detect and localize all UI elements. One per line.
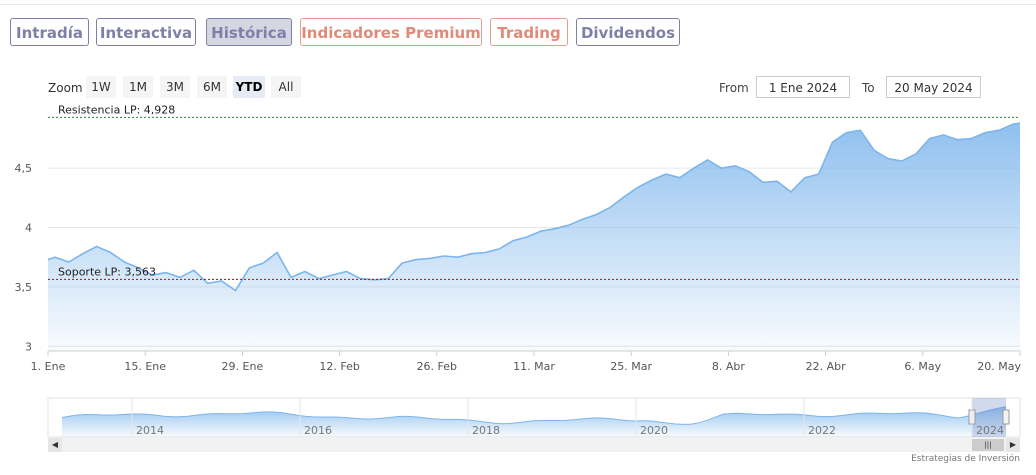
zoom-button-1w[interactable]: 1W (86, 76, 116, 98)
x-tick-label: 12. Feb (319, 360, 359, 373)
tab-indicadores-premium[interactable]: Indicadores Premium (300, 18, 482, 46)
to-date-input[interactable]: 20 May 2024 (886, 76, 981, 98)
scroll-left-arrow[interactable]: ◀ (48, 438, 62, 452)
resistance-label: Resistencia LP: 4,928 (58, 103, 175, 116)
tab-historica[interactable]: Histórica (206, 18, 292, 46)
price-line (47, 122, 1021, 292)
tab-intradia[interactable]: Intradía (10, 18, 89, 46)
navigator-year-label: 2014 (136, 424, 164, 437)
price-area (48, 123, 1020, 351)
x-tick-label: 26. Feb (417, 360, 457, 373)
y-tick-label: 3 (25, 340, 32, 353)
navigator-frame (47, 397, 1021, 438)
navigator-year-label: 2022 (808, 424, 836, 437)
x-tick-label: 11. Mar (513, 360, 555, 373)
navigator-year-label: 2020 (640, 424, 668, 437)
x-tick-label: 20. May (977, 360, 1021, 373)
tab-dividendos[interactable]: Dividendos (576, 18, 680, 46)
y-tick-label: 3,5 (15, 281, 33, 294)
zoom-button-all[interactable]: All (271, 76, 301, 98)
x-tick-label: 29. Ene (222, 360, 264, 373)
x-tick-label: 8. Abr (712, 360, 745, 373)
navigator-area (62, 406, 1006, 437)
y-tick-label: 4 (25, 222, 32, 235)
zoom-button-6m[interactable]: 6M (197, 76, 227, 98)
x-tick-label: 25. Mar (610, 360, 652, 373)
top-divider (0, 4, 1036, 5)
navigator-handle-left (968, 409, 976, 425)
scroll-right-arrow[interactable]: ▶ (1006, 438, 1020, 452)
navigator-year-label: 2024 (976, 424, 1004, 437)
tab-trading[interactable]: Trading (490, 18, 568, 46)
zoom-button-3m[interactable]: 3M (160, 76, 190, 98)
navigator-year-label: 2018 (472, 424, 500, 437)
scrollbar-thumb[interactable]: ||| (972, 439, 1004, 451)
from-date-input[interactable]: 1 Ene 2024 (756, 76, 850, 98)
navigator-year-label: 2016 (304, 424, 332, 437)
navigator-selection (972, 398, 1006, 437)
from-label: From (719, 81, 749, 95)
support-label: Soporte LP: 3,563 (58, 265, 156, 278)
navigator-line (61, 406, 1007, 425)
x-tick-label: 22. Abr (806, 360, 846, 373)
zoom-label: Zoom (48, 81, 83, 95)
y-tick-label: 4,5 (15, 162, 33, 175)
to-label: To (862, 81, 875, 95)
zoom-button-1m[interactable]: 1M (123, 76, 153, 98)
x-tick-label: 15. Ene (124, 360, 166, 373)
chart-credit: Estrategias de Inversión (911, 454, 1020, 464)
zoom-button-ytd[interactable]: YTD (233, 76, 265, 98)
tab-interactiva[interactable]: Interactiva (96, 18, 196, 46)
navigator-scrollbar[interactable]: ◀ ||| ▶ (48, 438, 1020, 452)
navigator-handle-right (1002, 409, 1010, 425)
x-tick-label: 6. May (904, 360, 941, 373)
x-tick-label: 1. Ene (31, 360, 66, 373)
